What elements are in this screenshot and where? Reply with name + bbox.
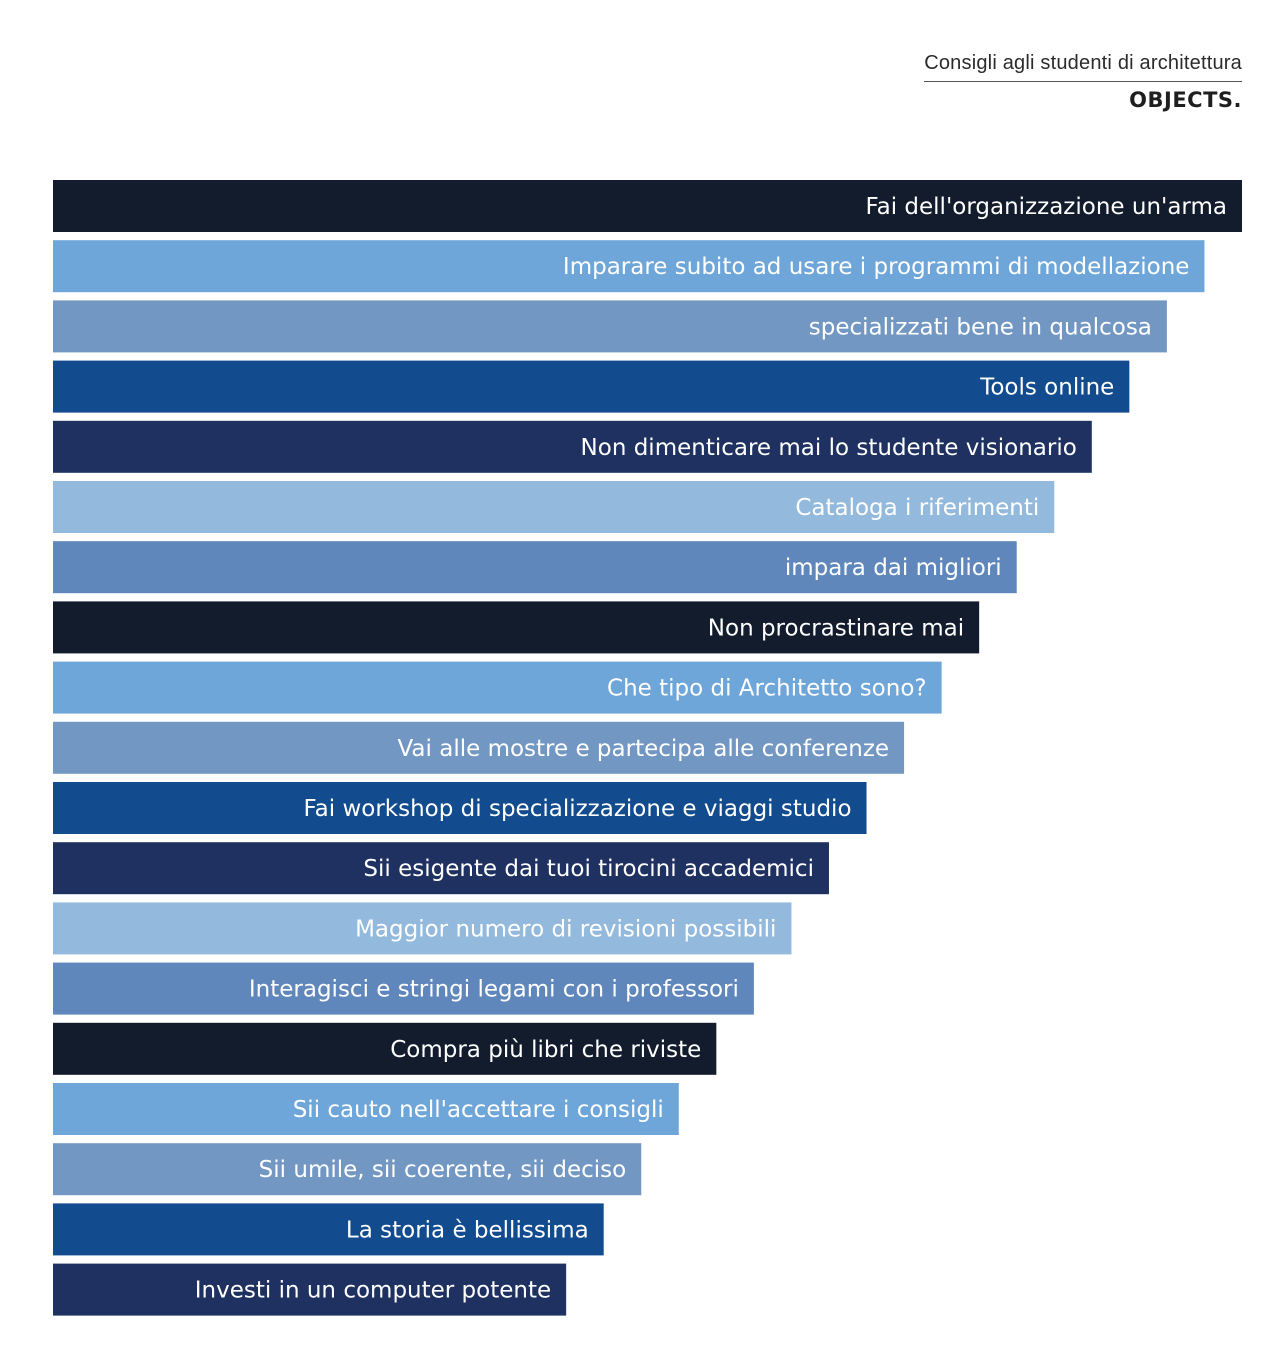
- chart-header: Consigli agli studenti di architettura O…: [924, 52, 1242, 112]
- bar-14: [53, 962, 754, 1015]
- bar-label-10: Vai alle mostre e partecipa alle confere…: [397, 736, 889, 762]
- bar-label-3: specializzati bene in qualcosa: [809, 314, 1152, 340]
- bar-8: [53, 601, 980, 654]
- bar-10: [53, 721, 905, 774]
- bar-label-16: Sii cauto nell'accettare i consigli: [293, 1097, 664, 1123]
- bar-label-9: Che tipo di Architetto sono?: [607, 676, 927, 702]
- bar-label-18: La storia è bellissima: [346, 1217, 589, 1243]
- bar-label-7: impara dai migliori: [785, 555, 1002, 581]
- bar-label-5: Non dimenticare mai lo studente visionar…: [581, 435, 1077, 461]
- bar-label-8: Non procrastinare mai: [708, 615, 964, 641]
- bar-12: [53, 842, 829, 895]
- bar-18: [53, 1203, 604, 1256]
- bar-13: [53, 902, 792, 955]
- bar-3: [53, 300, 1167, 353]
- bar-label-11: Fai workshop di specializzazione e viagg…: [304, 796, 852, 822]
- bar-label-4: Tools online: [979, 375, 1114, 401]
- bar-11: [53, 782, 867, 834]
- bar-label-15: Compra più libri che riviste: [390, 1037, 701, 1063]
- bar-1: [53, 180, 1242, 232]
- bar-7: [53, 541, 1017, 594]
- bar-label-2: Imparare subito ad usare i programmi di …: [563, 254, 1190, 280]
- bar-16: [53, 1083, 679, 1135]
- bar-6: [53, 481, 1055, 533]
- bar-17: [53, 1143, 642, 1196]
- bar-15: [53, 1022, 717, 1075]
- bar-label-17: Sii umile, sii coerente, sii deciso: [259, 1157, 627, 1183]
- chart-subtitle: Consigli agli studenti di architettura: [924, 52, 1242, 82]
- bar-label-14: Interagisci e stringi legami con i profe…: [249, 977, 739, 1003]
- bar-4: [53, 360, 1130, 413]
- brand-logo: OBJECTS.: [1129, 88, 1242, 112]
- bar-label-1: Fai dell'organizzazione un'arma: [866, 194, 1228, 220]
- bar-label-19: Investi in un computer potente: [195, 1278, 551, 1304]
- bar-label-13: Maggior numero di revisioni possibili: [355, 916, 776, 942]
- bar-label-6: Cataloga i riferimenti: [795, 495, 1039, 521]
- bar-19: [53, 1263, 567, 1316]
- bar-label-12: Sii esigente dai tuoi tirocini accademic…: [363, 856, 814, 882]
- bar-5: [53, 420, 1092, 473]
- bar-2: [53, 240, 1205, 293]
- bar-9: [53, 661, 942, 714]
